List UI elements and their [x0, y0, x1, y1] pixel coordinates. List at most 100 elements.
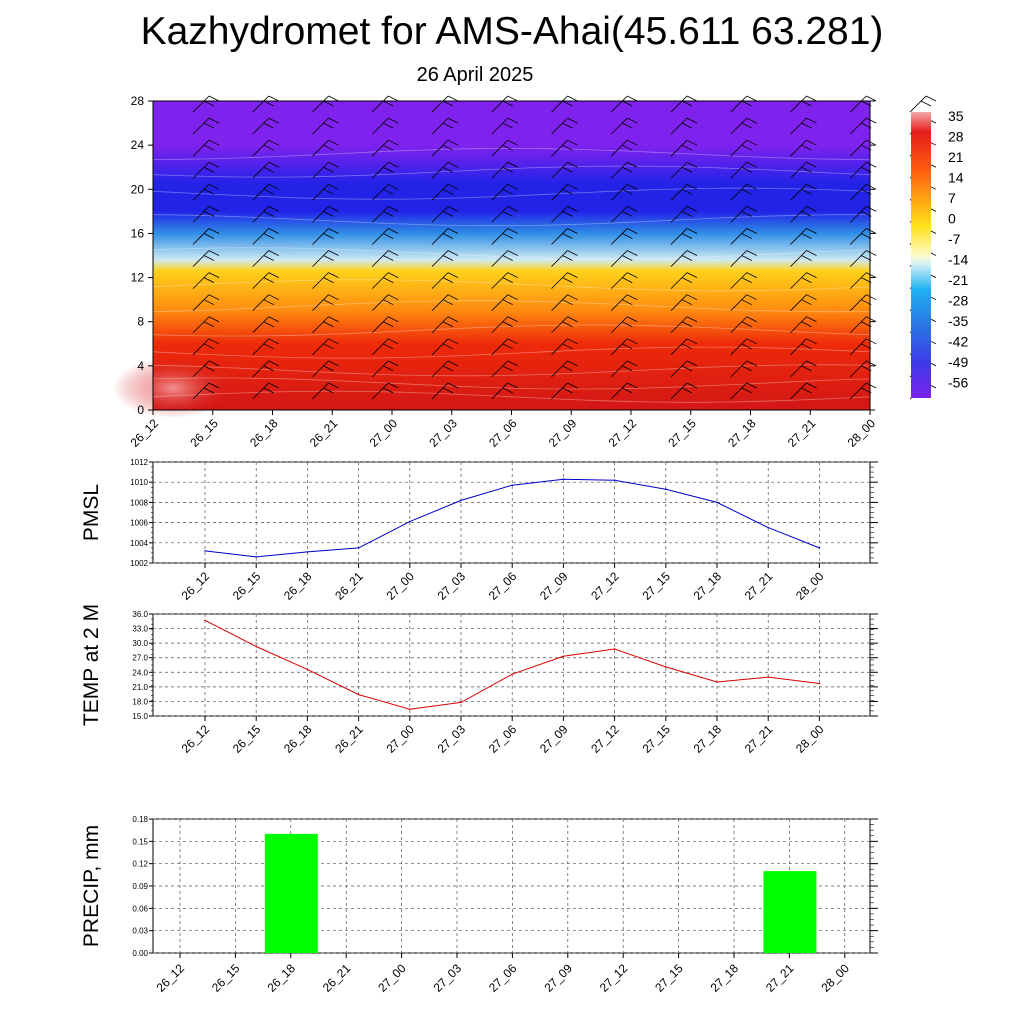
x-tick-label: 27_12: [588, 722, 622, 756]
y-tick-label: 27.0: [132, 654, 148, 663]
data-point: [460, 701, 462, 704]
colorbar-label: -49: [948, 354, 968, 370]
wind-barb: [312, 117, 339, 135]
wind-barb: [312, 360, 339, 378]
colorbar-label: -7: [948, 231, 961, 247]
wind-barb: [551, 360, 578, 378]
y-tick-label: 33.0: [132, 625, 148, 634]
wind-barb: [431, 338, 459, 356]
wind-barb: [192, 360, 220, 378]
x-tick-label: 27_12: [597, 961, 631, 995]
wind-barb: [730, 316, 757, 334]
wind-barb: [610, 95, 638, 113]
contour-line: [152, 187, 871, 200]
wind-barb: [371, 206, 399, 223]
data-point: [306, 551, 309, 553]
x-tick-label: 27_00: [383, 722, 417, 756]
wind-barb: [610, 382, 638, 400]
x-tick-label: 27_06: [486, 961, 520, 995]
wind-barb: [192, 183, 220, 201]
wind-barb: [252, 139, 279, 157]
wind-barb: [252, 117, 279, 135]
wind-barb: [670, 228, 698, 245]
wind-barb: [252, 183, 279, 201]
wind-barb: [371, 272, 399, 289]
x-tick-label: 27_09: [537, 722, 571, 756]
wind-barb: [431, 294, 459, 311]
data-point: [511, 484, 513, 487]
wind-barb: [371, 338, 399, 356]
wind-barb: [790, 250, 817, 267]
wind-barb: [730, 250, 757, 267]
wind-barb: [730, 117, 757, 135]
x-tick-label: 27_00: [367, 416, 401, 450]
wind-barb: [312, 272, 339, 289]
wind-barb: [610, 338, 638, 356]
data-point: [255, 645, 257, 648]
wind-barb: [192, 338, 220, 356]
x-tick-label: 27_15: [652, 961, 686, 995]
y-axis-label: PRECIP, mm: [80, 825, 103, 947]
wind-barb: [491, 95, 518, 113]
wind-barb: [431, 161, 459, 179]
colorbar-label: 0: [948, 211, 956, 227]
wind-barb: [431, 360, 459, 378]
data-point: [665, 666, 667, 668]
wind-barb: [192, 117, 220, 135]
wind-barb: [312, 338, 339, 356]
wind-barb: [312, 161, 339, 179]
data-point: [665, 488, 667, 491]
wind-barb: [252, 206, 279, 223]
x-tick-label: 26_15: [187, 416, 221, 450]
wind-barb: [431, 95, 459, 113]
wind-barb: [491, 206, 518, 223]
data-point: [357, 547, 360, 549]
data-point: [357, 693, 360, 696]
y-tick-label: 0.06: [132, 904, 148, 913]
y-tick-label: 28: [131, 94, 145, 108]
wind-barb: [670, 294, 698, 311]
wind-barb: [252, 360, 279, 378]
wind-barb: [610, 117, 638, 135]
data-point: [767, 676, 769, 678]
wind-barb: [312, 183, 339, 201]
wind-barb: [790, 272, 817, 289]
wind-barb: [431, 117, 459, 135]
wind-barb: [371, 360, 399, 378]
wind-barb: [670, 316, 698, 334]
x-tick-label: 27_09: [541, 961, 575, 995]
x-tick-label: 27_18: [725, 416, 759, 450]
wind-barb: [192, 272, 220, 289]
wind-barb: [431, 316, 459, 334]
wind-barb: [252, 161, 279, 179]
wind-barb: [610, 316, 638, 334]
wind-barb: [790, 117, 817, 135]
y-tick-label: 0.00: [132, 949, 148, 958]
wind-barb: [252, 338, 279, 356]
wind-barb: [252, 272, 279, 289]
wind-barb: [491, 316, 518, 334]
wind-barb: [192, 139, 220, 157]
x-tick-label: 27_18: [708, 961, 742, 995]
wind-barb: [790, 206, 817, 223]
x-tick-label: 27_00: [375, 961, 409, 995]
temp-panel: 26_12 26_15 26_18 26_21 27_00 27_03 27_06 27_09…: [80, 604, 878, 756]
wind-barb: [551, 382, 578, 400]
y-tick-label: 36.0: [132, 610, 148, 619]
x-tick-label: 26_18: [281, 722, 315, 756]
x-tick-label: 27_03: [426, 416, 460, 450]
y-tick-label: 1004: [130, 539, 148, 548]
wind-barb: [670, 117, 698, 135]
colorbar-label: -42: [948, 334, 968, 350]
wind-barb: [371, 183, 399, 201]
wind-barb: [431, 228, 459, 245]
x-tick-label: 27_09: [537, 569, 571, 603]
x-tick-label: 27_21: [742, 722, 776, 756]
y-tick-label: 30.0: [132, 639, 148, 648]
wind-barb: [670, 338, 698, 356]
x-tick-label: 28_00: [793, 569, 827, 603]
x-tick-label: 26_12: [128, 416, 162, 450]
wind-barb: [431, 183, 459, 201]
data-point: [306, 668, 309, 671]
